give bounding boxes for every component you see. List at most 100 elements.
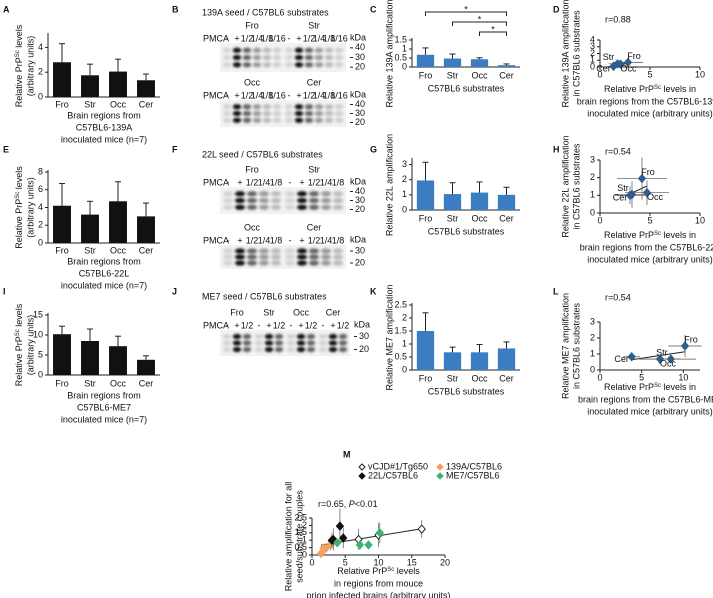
- pmca-label: PMCA: [203, 177, 229, 187]
- blot-band: [318, 346, 328, 353]
- group-label: Fro: [230, 307, 244, 317]
- y-axis-label: in C57BL6 substrates: [571, 143, 581, 230]
- blot-band: [332, 191, 344, 197]
- blot-band: [252, 54, 262, 61]
- annotation: r=0.65, P<0.01: [318, 499, 378, 509]
- group-label: Occ: [244, 222, 261, 232]
- y-tick-label: 0.5: [294, 542, 307, 552]
- x-tick-label: 5: [647, 215, 652, 225]
- blot-band: [222, 248, 234, 254]
- text-part: levels in: [661, 230, 696, 240]
- text-part: Relative PrP: [604, 84, 654, 94]
- blot-band: [284, 104, 294, 110]
- blot-band: [258, 248, 270, 254]
- text-part: Sc: [654, 383, 661, 389]
- point: [627, 351, 636, 362]
- group-label: Fro: [245, 164, 259, 174]
- y-axis-label: Relative PrPSc levels: [14, 24, 24, 107]
- blot-band: [332, 204, 344, 210]
- legend-marker: [436, 463, 444, 471]
- lane-label: 1/16: [330, 33, 348, 43]
- blot-band: [272, 110, 282, 117]
- y-tick-label: 1: [402, 189, 407, 199]
- x-tick-label: Cer: [139, 378, 154, 388]
- bar: [497, 348, 516, 370]
- marker-label: 30: [355, 52, 365, 62]
- marker-label: 30: [359, 331, 369, 341]
- blot-band: [334, 54, 344, 61]
- blot-band: [262, 62, 272, 68]
- pmca-label: PMCA: [203, 33, 229, 43]
- legend-marker: [358, 463, 366, 471]
- bar: [443, 194, 462, 210]
- lane-label: -: [288, 33, 291, 43]
- blot-band: [222, 260, 234, 266]
- blot-band: [242, 340, 252, 346]
- blot-band: [308, 260, 320, 266]
- blot-band: [284, 54, 294, 61]
- y-tick-label: 8: [38, 166, 43, 176]
- blot-band: [284, 204, 296, 210]
- blot-band: [252, 47, 262, 53]
- blot-band: [304, 62, 314, 68]
- blot-band: [308, 197, 320, 204]
- group-label: Cer: [307, 222, 322, 232]
- point-label: Str: [603, 52, 615, 62]
- blot-band: [294, 62, 304, 68]
- point: [625, 190, 635, 201]
- text-part: levels: [14, 303, 24, 329]
- blot-band: [284, 191, 296, 197]
- bar: [497, 194, 516, 210]
- y-tick-label: 0: [38, 369, 43, 379]
- x-tick-label: Fro: [419, 70, 433, 80]
- blot-band: [272, 62, 282, 68]
- blot-band: [332, 248, 344, 254]
- blot-band: [270, 260, 282, 266]
- lane-label: 1/16: [268, 90, 286, 100]
- blot-band: [258, 204, 270, 210]
- lane-label: 1/2: [308, 177, 321, 187]
- text-part: P: [349, 499, 355, 509]
- blot-band: [304, 54, 314, 61]
- blot-band: [242, 333, 252, 340]
- y-axis-label: Relative amplification for all: [283, 482, 293, 592]
- y-axis-label: Relative PrPSc levels: [14, 303, 24, 386]
- y-tick-label: 10: [33, 329, 43, 339]
- lane-label: -: [322, 320, 325, 330]
- point-label: Occ: [647, 192, 664, 202]
- blot-band: [284, 248, 296, 254]
- lane-label: +: [330, 320, 335, 330]
- kda-label: kDa: [354, 319, 370, 329]
- x-axis-label: inoculated mice (arbitrary units): [587, 254, 713, 264]
- blot-band: [320, 260, 332, 266]
- point-label: Fro: [627, 51, 641, 61]
- point-label: Fro: [684, 334, 698, 344]
- blot-band: [294, 117, 304, 123]
- x-tick-label: 0: [309, 557, 314, 567]
- y-tick-label: 2.5: [394, 299, 407, 309]
- blot-band: [306, 333, 316, 340]
- y-axis-label: (arbitrary units): [25, 36, 35, 97]
- panel-letter: K: [370, 286, 377, 296]
- lane-label: -: [289, 235, 292, 245]
- point: [616, 59, 625, 69]
- marker-label: 30: [355, 195, 365, 205]
- x-tick-label: Occ: [110, 245, 127, 255]
- blot-band: [296, 260, 308, 266]
- x-axis-label: Relative PrPSc levels in: [604, 230, 696, 240]
- lane-label: 1/2: [246, 235, 259, 245]
- marker-label: 40: [355, 186, 365, 196]
- lane-label: 1/8: [261, 33, 274, 43]
- x-tick-label: Occ: [471, 373, 488, 383]
- bar: [497, 65, 516, 67]
- point-label: Fro: [641, 167, 655, 177]
- blot-band: [274, 346, 284, 353]
- blot-band: [308, 254, 320, 260]
- lane-label: -: [258, 320, 261, 330]
- x-tick-label: Fro: [419, 213, 433, 223]
- blot-band: [320, 254, 332, 260]
- point: [316, 548, 326, 559]
- bar: [416, 54, 435, 67]
- blot-band: [264, 340, 274, 346]
